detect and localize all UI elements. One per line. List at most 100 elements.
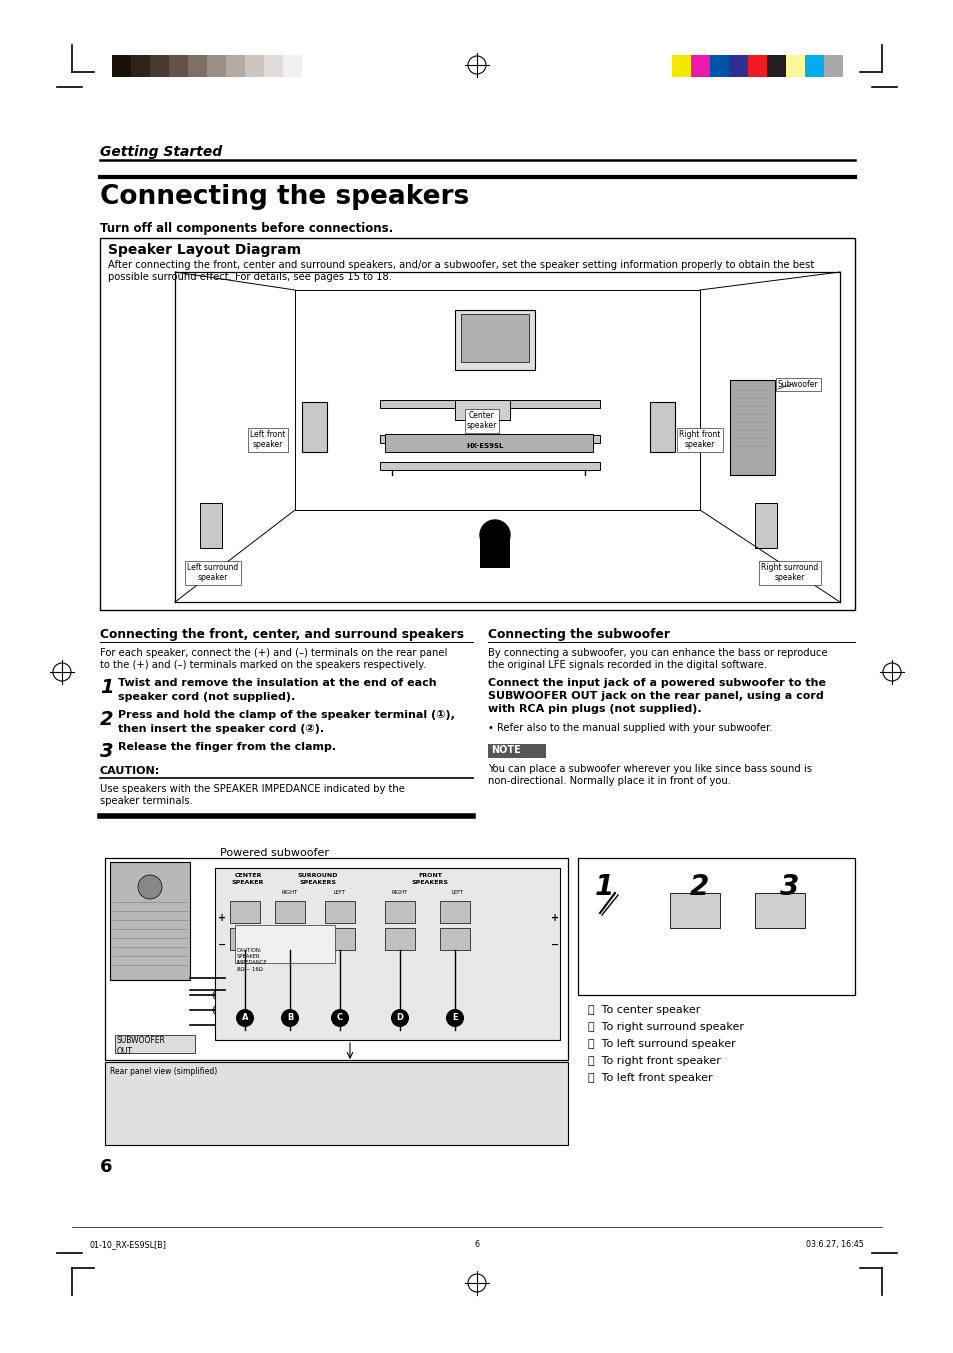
Text: Ⓔ  To left front speaker: Ⓔ To left front speaker: [587, 1073, 712, 1082]
Text: Right surround
speaker: Right surround speaker: [760, 563, 818, 582]
Bar: [479, 533, 510, 568]
Bar: [385, 901, 415, 923]
Text: 03.6.27, 16:45: 03.6.27, 16:45: [805, 1239, 863, 1249]
Text: Left surround
speaker: Left surround speaker: [187, 563, 238, 582]
Text: E: E: [452, 1013, 457, 1023]
Circle shape: [281, 1009, 298, 1027]
Bar: [105, 1062, 567, 1145]
Text: For each speaker, connect the (+) and (–) terminals on the rear panel: For each speaker, connect the (+) and (–…: [100, 648, 447, 658]
Circle shape: [391, 1009, 409, 1027]
Circle shape: [235, 1009, 253, 1027]
Text: Powered subwoofer: Powered subwoofer: [220, 848, 329, 858]
Bar: [115, 1035, 194, 1053]
Bar: [379, 436, 599, 442]
Text: 01-10_RX-ES9SL[B]: 01-10_RX-ES9SL[B]: [90, 1239, 167, 1249]
Bar: [245, 55, 264, 77]
Text: Connecting the subwoofer: Connecting the subwoofer: [488, 628, 669, 641]
Bar: [754, 893, 804, 928]
Text: LEFT: LEFT: [334, 890, 346, 894]
Circle shape: [331, 1009, 349, 1027]
Bar: [709, 55, 728, 77]
Text: speaker terminals.: speaker terminals.: [100, 796, 193, 806]
Text: HX-ES9SL: HX-ES9SL: [466, 442, 503, 449]
Bar: [823, 55, 842, 77]
Text: NOTE: NOTE: [491, 746, 520, 755]
Text: CAUTION:
SPEAKER
IMPEDANCE
8Ω ~ 16Ω: CAUTION: SPEAKER IMPEDANCE 8Ω ~ 16Ω: [236, 948, 268, 971]
Text: possible surround effect. For details, see pages 15 to 18.: possible surround effect. For details, s…: [108, 272, 392, 281]
Text: Rear panel view (simplified): Rear panel view (simplified): [110, 1068, 217, 1076]
Bar: [274, 928, 305, 950]
Text: +: +: [551, 913, 558, 923]
Circle shape: [213, 990, 223, 1000]
Text: +: +: [217, 913, 226, 923]
Bar: [169, 55, 188, 77]
Text: Ⓑ  To right surround speaker: Ⓑ To right surround speaker: [587, 1022, 743, 1032]
Text: Ⓐ  To center speaker: Ⓐ To center speaker: [587, 1005, 700, 1015]
Bar: [439, 928, 470, 950]
Bar: [226, 55, 245, 77]
Bar: [150, 55, 169, 77]
Text: 2: 2: [100, 710, 113, 729]
Bar: [200, 503, 222, 548]
Text: Ⓓ  To right front speaker: Ⓓ To right front speaker: [587, 1055, 720, 1066]
Text: FRONT: FRONT: [417, 873, 441, 878]
Text: SUBWOOFER
OUT: SUBWOOFER OUT: [117, 1036, 166, 1057]
Text: Connect the input jack of a powered subwoofer to the: Connect the input jack of a powered subw…: [488, 678, 825, 687]
Text: B: B: [287, 1013, 293, 1023]
Bar: [100, 238, 854, 610]
Bar: [455, 310, 535, 369]
Bar: [105, 858, 567, 1059]
Bar: [729, 380, 774, 475]
Bar: [379, 400, 599, 409]
Text: SPEAKERS: SPEAKERS: [411, 879, 448, 885]
Text: −: −: [217, 940, 226, 950]
Text: SPEAKER: SPEAKER: [232, 879, 264, 885]
Text: the original LFE signals recorded in the digital software.: the original LFE signals recorded in the…: [488, 660, 766, 670]
Text: SURROUND: SURROUND: [297, 873, 338, 878]
Bar: [230, 901, 260, 923]
Text: 3: 3: [100, 741, 113, 760]
Bar: [804, 55, 823, 77]
Text: −: −: [551, 940, 558, 950]
Text: Release the finger from the clamp.: Release the finger from the clamp.: [118, 741, 335, 752]
Bar: [283, 55, 302, 77]
Text: You can place a subwoofer wherever you like since bass sound is: You can place a subwoofer wherever you l…: [488, 764, 811, 774]
Text: Right front
speaker: Right front speaker: [679, 430, 720, 449]
Bar: [214, 869, 559, 1040]
Bar: [671, 55, 690, 77]
Bar: [785, 55, 804, 77]
Text: Connecting the front, center, and surround speakers: Connecting the front, center, and surrou…: [100, 628, 463, 641]
Bar: [188, 55, 207, 77]
Text: Turn off all components before connections.: Turn off all components before connectio…: [100, 222, 393, 235]
Text: After connecting the front, center and surround speakers, and/or a subwoofer, se: After connecting the front, center and s…: [108, 260, 814, 271]
Text: RIGHT: RIGHT: [392, 890, 408, 894]
Bar: [131, 55, 150, 77]
Text: non-directional. Normally place it in front of you.: non-directional. Normally place it in fr…: [488, 777, 730, 786]
Text: 3: 3: [780, 873, 799, 901]
Bar: [747, 55, 766, 77]
Bar: [385, 434, 593, 452]
Circle shape: [446, 1009, 463, 1027]
Text: SPEAKERS: SPEAKERS: [299, 879, 336, 885]
Bar: [669, 893, 720, 928]
Text: Subwoofer: Subwoofer: [778, 380, 818, 390]
Text: Press and hold the clamp of the speaker terminal (①),
then insert the speaker co: Press and hold the clamp of the speaker …: [118, 710, 455, 735]
Bar: [325, 901, 355, 923]
Bar: [460, 314, 529, 363]
Text: Getting Started: Getting Started: [100, 145, 222, 160]
Bar: [302, 55, 320, 77]
Bar: [302, 402, 327, 452]
Text: Speaker Layout Diagram: Speaker Layout Diagram: [108, 244, 301, 257]
Bar: [649, 402, 675, 452]
Bar: [264, 55, 283, 77]
Text: 6: 6: [474, 1239, 479, 1249]
Text: C: C: [336, 1013, 343, 1023]
Text: Left front
speaker: Left front speaker: [250, 430, 285, 449]
Bar: [379, 461, 599, 469]
Text: A: A: [241, 1013, 248, 1023]
Text: Center
speaker: Center speaker: [466, 411, 497, 430]
Bar: [207, 55, 226, 77]
Text: LEFT: LEFT: [452, 890, 464, 894]
Bar: [455, 400, 510, 419]
Bar: [230, 928, 260, 950]
